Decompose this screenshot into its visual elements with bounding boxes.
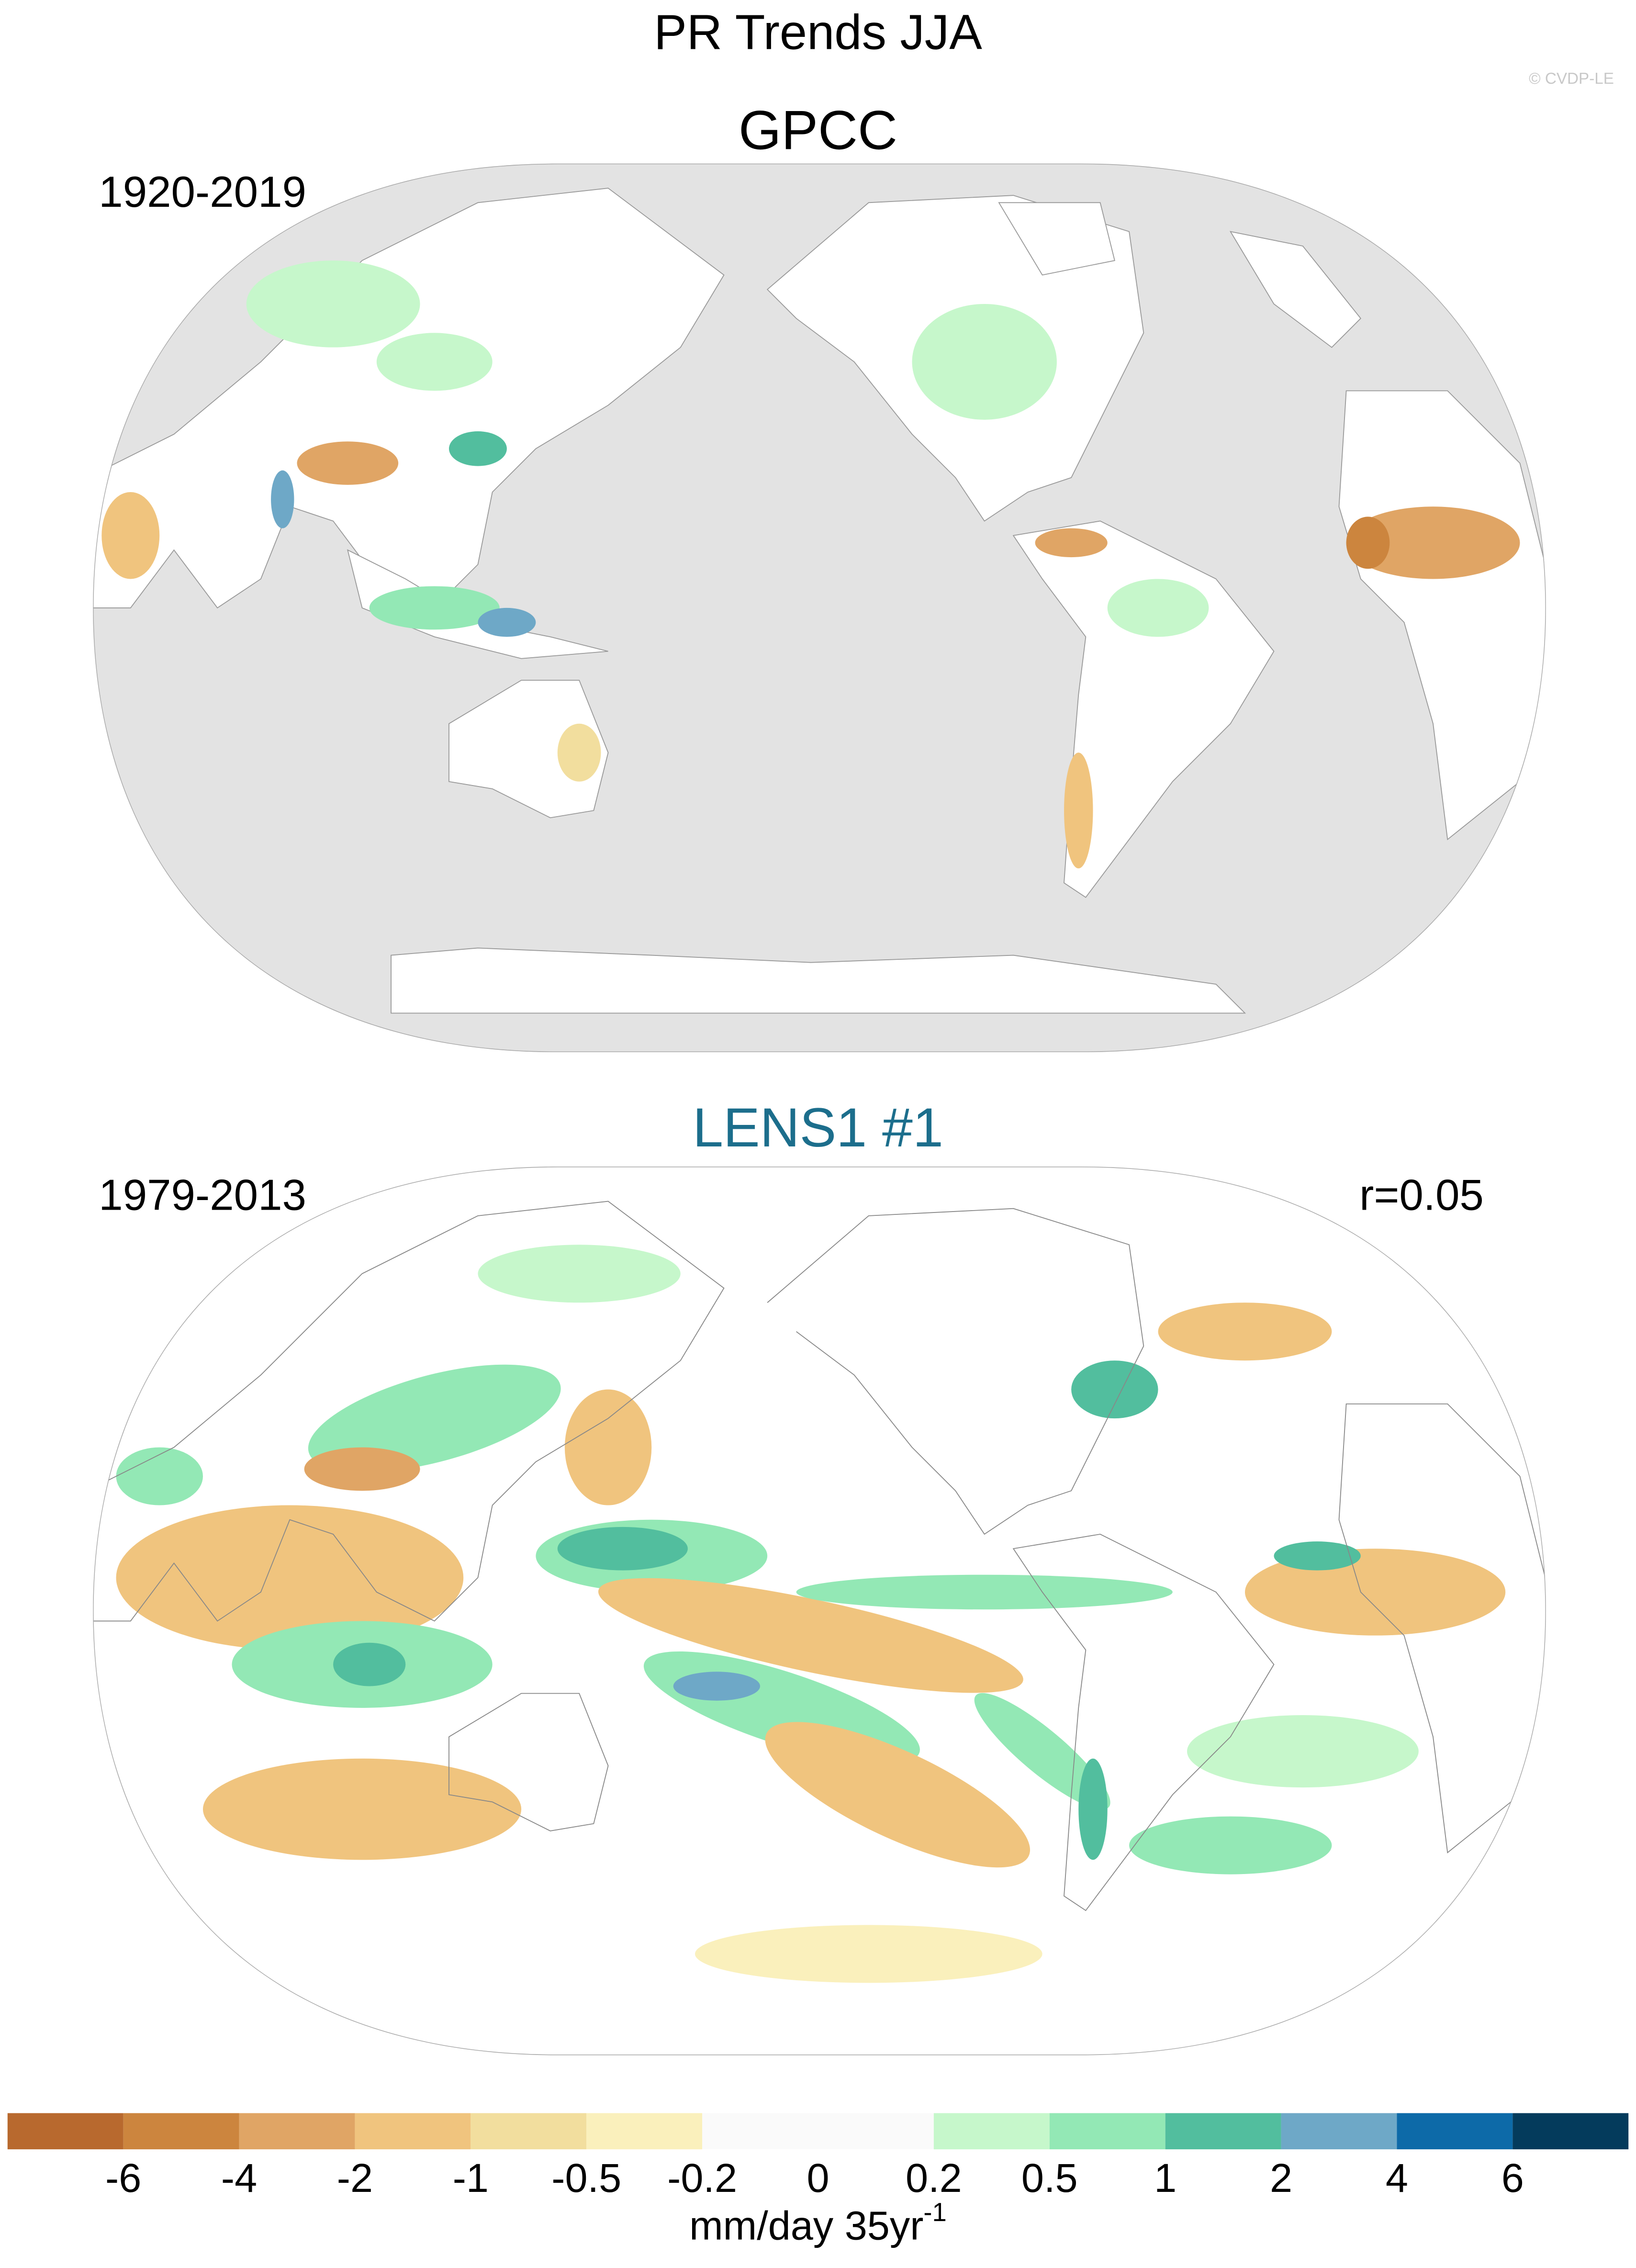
colorbar: -6 -4 -2 -1 -0.5 -0.2 0 0.2 0.5 1 2 4 6 — [7, 2113, 1629, 2201]
colorbar-tick-label: -0.5 — [551, 2155, 621, 2201]
panel-period: 1979-2013 — [99, 1171, 306, 1220]
colorbar-tick-label: 1 — [1154, 2155, 1177, 2201]
colorbar-box — [1281, 2113, 1397, 2150]
colorbar-box — [1513, 2113, 1629, 2150]
colorbar-unit-superscript: -1 — [923, 2198, 946, 2227]
colorbar-box — [7, 2113, 123, 2150]
colorbar-label: mm/day 35yr-1 — [689, 2198, 947, 2248]
colorbar-box — [933, 2113, 1050, 2150]
figure-title: PR Trends JJA — [654, 5, 982, 60]
colorbar-tick-label: 0.5 — [1021, 2155, 1078, 2201]
colorbar-tick-label: 0 — [807, 2155, 829, 2201]
map-bottom — [93, 1167, 1546, 2055]
colorbar-box — [702, 2113, 818, 2150]
map-top — [93, 163, 1546, 1053]
colorbar-box — [1165, 2113, 1281, 2150]
colorbar-tick-label: 2 — [1270, 2155, 1292, 2201]
trend-patches — [116, 1245, 1506, 1983]
colorbar-box — [123, 2113, 239, 2150]
colorbar-tick-label: -4 — [221, 2155, 257, 2201]
trend-patches — [101, 260, 1520, 869]
panel-title: GPCC — [739, 100, 897, 161]
panel-title: LENS1 #1 — [693, 1097, 943, 1158]
colorbar-tick-label: -1 — [453, 2155, 489, 2201]
colorbar-tick-label: 4 — [1386, 2155, 1408, 2201]
colorbar-box — [355, 2113, 471, 2150]
coastlines — [93, 1201, 1546, 1911]
colorbar-tick-label: -6 — [105, 2155, 141, 2201]
colorbar-box — [471, 2113, 587, 2150]
colorbar-tick-label: -2 — [337, 2155, 373, 2201]
copyright: © CVDP-LE — [1529, 70, 1614, 88]
pattern-correlation: r=0.05 — [1359, 1171, 1484, 1220]
panel-period: 1920-2019 — [99, 168, 306, 216]
colorbar-unit: mm/day 35yr — [689, 2203, 923, 2248]
colorbar-box — [239, 2113, 355, 2150]
colorbar-tick-label: -0.2 — [667, 2155, 737, 2201]
colorbar-box — [1049, 2113, 1165, 2150]
land — [93, 188, 1546, 1014]
colorbar-box — [818, 2113, 934, 2150]
colorbar-tick-label: 6 — [1502, 2155, 1524, 2201]
colorbar-box — [1397, 2113, 1513, 2150]
colorbar-tick-label: 0.2 — [906, 2155, 962, 2201]
colorbar-box — [586, 2113, 703, 2150]
